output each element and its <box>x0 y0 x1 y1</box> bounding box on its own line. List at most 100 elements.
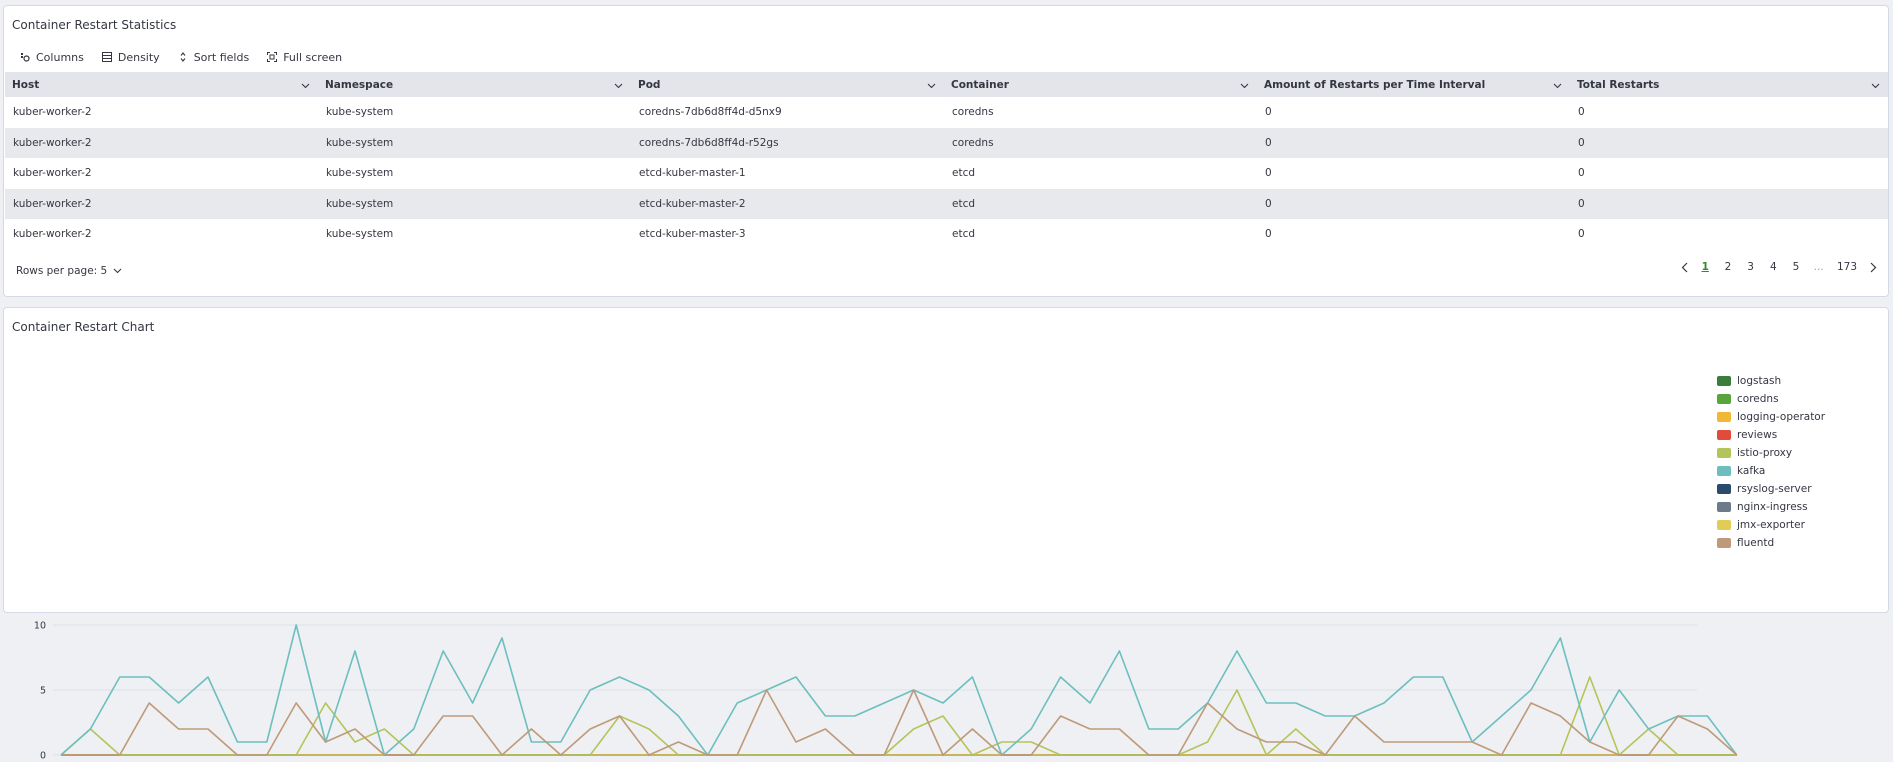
legend-swatch <box>1717 520 1731 530</box>
page-ellipsis: ... <box>1813 261 1824 273</box>
cell-namespace: kube-system <box>326 167 394 180</box>
cell-total-restarts: 0 <box>1578 228 1585 241</box>
density-icon <box>101 52 112 62</box>
legend-swatch <box>1717 376 1731 386</box>
legend-label: coredns <box>1737 393 1779 405</box>
legend-item-coredns[interactable]: coredns <box>1717 390 1825 408</box>
cell-namespace: kube-system <box>318 188 631 219</box>
column-header-container[interactable]: Container <box>944 72 1257 97</box>
grid-toolbar: Columns Density Sort fields Full screen <box>20 49 360 65</box>
page-link-4[interactable]: 4 <box>1769 261 1777 273</box>
legend-item-kafka[interactable]: kafka <box>1717 462 1825 480</box>
page-link-5[interactable]: 5 <box>1792 261 1800 273</box>
next-page-icon[interactable] <box>1864 262 1882 273</box>
legend-label: rsyslog-server <box>1737 483 1812 495</box>
legend-item-istio-proxy[interactable]: istio-proxy <box>1717 444 1825 462</box>
legend-item-rsyslog-server[interactable]: rsyslog-server <box>1717 480 1825 498</box>
legend-swatch <box>1717 412 1731 422</box>
cell-namespace: kube-system <box>318 127 631 158</box>
column-header-total-restarts[interactable]: Total Restarts <box>1570 72 1888 97</box>
rows-per-page-selector[interactable]: Rows per page: 5 <box>16 265 122 277</box>
y-tick-label: 10 <box>34 621 46 632</box>
cell-total-restarts: 0 <box>1570 127 1888 158</box>
cell-restarts-interval: 0 <box>1265 106 1272 119</box>
chevron-down-icon[interactable] <box>1553 80 1562 92</box>
full-screen-label: Full screen <box>283 50 343 64</box>
page-link-last[interactable]: 173 <box>1836 261 1858 273</box>
previous-page-icon[interactable] <box>1676 262 1694 273</box>
y-tick-label: 0 <box>40 751 46 762</box>
columns-label: Columns <box>36 50 84 64</box>
rows-per-page-label: Rows per page: 5 <box>16 265 108 277</box>
table-row[interactable]: kuber-worker-2 kube-system etcd-kuber-ma… <box>5 158 1888 189</box>
column-header-label: Namespace <box>325 78 394 91</box>
table-row[interactable]: kuber-worker-2 kube-system etcd-kuber-ma… <box>5 219 1888 250</box>
legend-item-logstash[interactable]: logstash <box>1717 372 1825 390</box>
chevron-down-icon[interactable] <box>614 80 623 92</box>
cell-restarts-interval: 0 <box>1265 167 1272 180</box>
legend-swatch <box>1717 448 1731 458</box>
sort-icon <box>178 52 188 62</box>
column-header-label: Host <box>12 78 40 91</box>
table-row[interactable]: kuber-worker-2 kube-system coredns-7db6d… <box>5 97 1888 128</box>
density-label: Density <box>117 50 160 64</box>
legend-label: jmx-exporter <box>1737 519 1805 531</box>
legend-item-nginx-ingress[interactable]: nginx-ingress <box>1717 498 1825 516</box>
columns-icon <box>20 52 30 62</box>
legend-item-fluentd[interactable]: fluentd <box>1717 534 1825 552</box>
table-row[interactable]: kuber-worker-2 kube-system etcd-kuber-ma… <box>5 188 1888 219</box>
legend-label: reviews <box>1737 429 1778 441</box>
series-line-fluentd[interactable] <box>61 689 1738 756</box>
cell-total-restarts: 0 <box>1578 106 1585 119</box>
chevron-down-icon[interactable] <box>927 80 936 92</box>
legend-label: nginx-ingress <box>1737 501 1808 513</box>
y-tick-label: 5 <box>40 686 46 697</box>
container-restart-statistics-panel: Container Restart Statistics Columns Den… <box>3 5 1889 297</box>
cell-restarts-interval: 0 <box>1257 188 1570 219</box>
legend-item-reviews[interactable]: reviews <box>1717 426 1825 444</box>
pagination: 1 2 3 4 5 ... 173 <box>1676 261 1882 273</box>
legend-swatch <box>1717 484 1731 494</box>
legend-swatch <box>1717 466 1731 476</box>
cell-host: kuber-worker-2 <box>5 127 318 158</box>
density-button[interactable]: Density <box>101 50 160 64</box>
sort-fields-button[interactable]: Sort fields <box>178 51 249 64</box>
cell-total-restarts: 0 <box>1578 167 1585 180</box>
legend-swatch <box>1717 502 1731 512</box>
cell-host: kuber-worker-2 <box>13 106 92 119</box>
table-row[interactable]: kuber-worker-2 kube-system coredns-7db6d… <box>5 127 1888 158</box>
chevron-down-icon[interactable] <box>301 80 310 92</box>
chevron-down-icon[interactable] <box>1240 80 1249 92</box>
column-header-namespace[interactable]: Namespace <box>318 72 631 97</box>
column-header-restarts-interval[interactable]: Amount of Restarts per Time Interval <box>1257 72 1570 97</box>
cell-total-restarts: 0 <box>1570 188 1888 219</box>
cell-container: etcd <box>944 188 1257 219</box>
restart-statistics-table: Host Namespace Pod Container Amount of R… <box>5 72 1888 250</box>
cell-pod: etcd-kuber-master-2 <box>631 188 944 219</box>
cell-pod: coredns-7db6d8ff4d-d5nx9 <box>639 106 782 119</box>
column-header-label: Total Restarts <box>1577 78 1660 91</box>
page-link-1[interactable]: 1 <box>1701 261 1709 273</box>
chevron-down-icon <box>113 268 122 274</box>
legend-label: logstash <box>1737 375 1782 387</box>
cell-pod: etcd-kuber-master-1 <box>639 167 746 180</box>
cell-pod: etcd-kuber-master-3 <box>639 228 746 241</box>
column-header-label: Amount of Restarts per Time Interval <box>1264 78 1486 91</box>
legend-label: kafka <box>1737 465 1766 477</box>
full-screen-button[interactable]: Full screen <box>267 51 342 64</box>
cell-host: kuber-worker-2 <box>13 167 92 180</box>
legend-item-jmx-exporter[interactable]: jmx-exporter <box>1717 516 1825 534</box>
page-link-3[interactable]: 3 <box>1747 261 1754 273</box>
columns-button[interactable]: Columns <box>20 51 84 64</box>
cell-restarts-interval: 0 <box>1265 228 1272 241</box>
column-header-host[interactable]: Host <box>5 72 318 97</box>
cell-container: coredns <box>944 127 1257 158</box>
cell-namespace: kube-system <box>326 106 394 119</box>
chevron-down-icon[interactable] <box>1871 80 1880 92</box>
full-screen-icon <box>267 52 278 62</box>
cell-container: coredns <box>952 106 994 119</box>
chart-legend: logstash coredns logging-operator reviews is… <box>1717 372 1825 552</box>
page-link-2[interactable]: 2 <box>1724 261 1732 273</box>
legend-item-logging-operator[interactable]: logging-operator <box>1717 408 1825 426</box>
column-header-pod[interactable]: Pod <box>631 72 944 97</box>
